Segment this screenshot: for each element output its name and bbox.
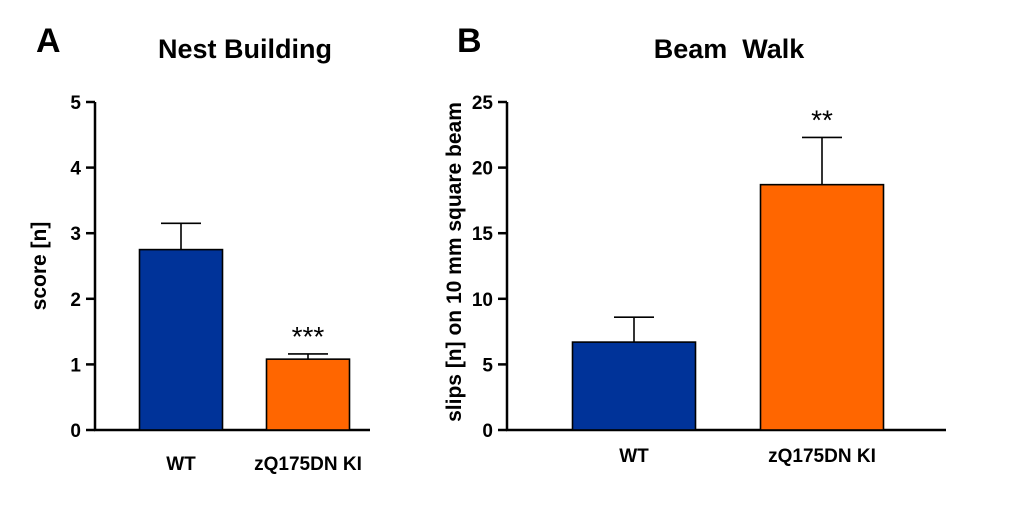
chart-title-nest-building: Nest Building bbox=[158, 34, 332, 64]
category-label-a-wt: WT bbox=[166, 454, 196, 475]
category-label-b-wt: WT bbox=[619, 446, 649, 467]
y-tick-label-b-25: 25 bbox=[472, 93, 494, 114]
y-tick-label-b-20: 20 bbox=[472, 159, 493, 180]
bar-b-zq175dn-ki bbox=[759, 183, 885, 431]
y-tick-label-b-15: 15 bbox=[472, 224, 494, 245]
chart-title-beam-walk: Beam Walk bbox=[654, 34, 806, 64]
y-tick-label-b-10: 10 bbox=[472, 290, 493, 311]
y-tick-label-a-4: 4 bbox=[70, 159, 81, 180]
bar-b-wt bbox=[571, 341, 697, 431]
panel-letter-a: A bbox=[36, 22, 61, 60]
bar-a-wt bbox=[138, 248, 224, 431]
panel-b: B Beam Walk slips [n] on 10 mm square be… bbox=[443, 22, 946, 467]
y-axis-label-slips: slips [n] on 10 mm square beam bbox=[443, 102, 466, 422]
panel-a: A Nest Building score [n] 0 1 2 3 4 5 WT zQ175D… bbox=[28, 22, 370, 475]
y-tick-label-b-0: 0 bbox=[482, 421, 493, 442]
category-label-a-zq175dn-ki: zQ175DN KI bbox=[254, 454, 362, 475]
significance-label-a-zq175dn-ki: *** bbox=[292, 321, 325, 352]
panel-letter-b: B bbox=[457, 22, 482, 60]
y-tick-label-a-2: 2 bbox=[70, 290, 81, 311]
y-tick-label-a-3: 3 bbox=[70, 224, 81, 245]
significance-label-b-zq175dn-ki: ** bbox=[811, 104, 833, 135]
y-tick-label-a-1: 1 bbox=[70, 355, 81, 376]
y-tick-label-a-0: 0 bbox=[70, 421, 81, 442]
category-label-b-zq175dn-ki: zQ175DN KI bbox=[768, 446, 876, 467]
y-axis-label-score: score [n] bbox=[28, 222, 51, 311]
y-tick-label-b-5: 5 bbox=[482, 355, 493, 376]
y-tick-label-a-5: 5 bbox=[70, 93, 81, 114]
bar-a-zq175dn-ki bbox=[265, 358, 351, 431]
